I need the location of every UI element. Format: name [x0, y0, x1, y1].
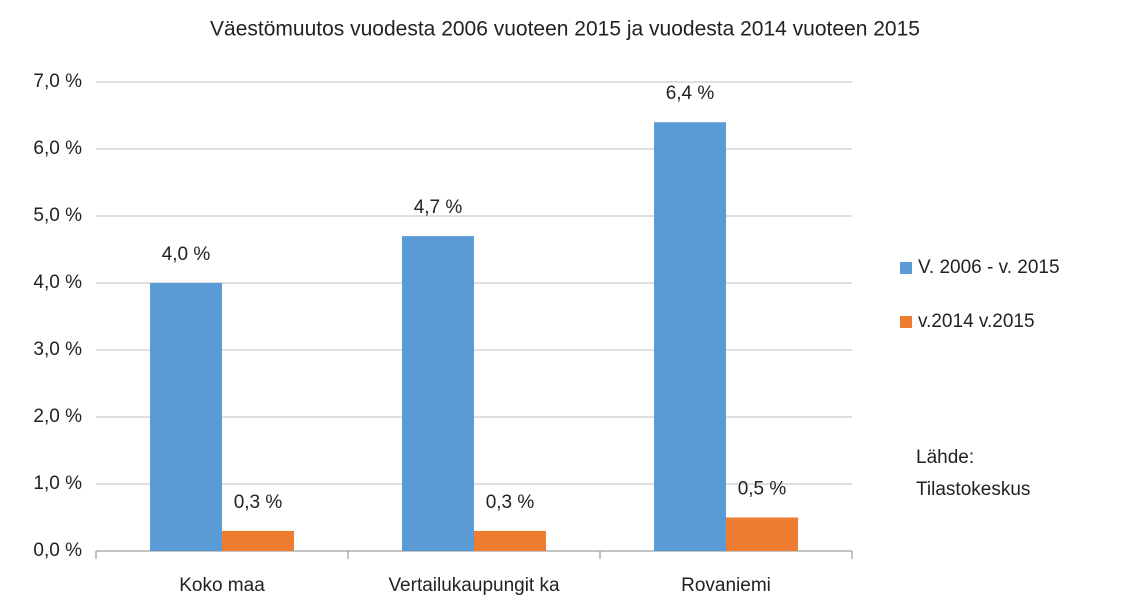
bar	[474, 530, 546, 551]
data-label: 0,3 %	[486, 492, 535, 513]
legend-label: v.2014 v.2015	[918, 311, 1035, 332]
legend-label: V. 2006 - v. 2015	[918, 257, 1060, 278]
legend-swatch	[900, 262, 912, 274]
data-label: 4,0 %	[162, 244, 211, 265]
y-tick-label: 1,0 %	[33, 473, 82, 494]
data-label: 0,5 %	[738, 479, 787, 500]
y-tick-label: 4,0 %	[33, 272, 82, 293]
y-tick-label: 6,0 %	[33, 138, 82, 159]
y-tick-label: 7,0 %	[33, 71, 82, 92]
y-tick-label: 5,0 %	[33, 205, 82, 226]
data-label: 0,3 %	[234, 492, 283, 513]
x-tick-label: Vertailukaupungit ka	[388, 575, 560, 596]
y-tick-label: 2,0 %	[33, 406, 82, 427]
data-label: 6,4 %	[666, 83, 715, 104]
y-tick-label: 3,0 %	[33, 339, 82, 360]
data-label: 4,7 %	[414, 197, 463, 218]
bar	[726, 517, 798, 551]
source-note: Lähde:	[916, 447, 974, 468]
y-tick-label: 0,0 %	[33, 540, 82, 561]
source-note: Tilastokeskus	[916, 479, 1030, 500]
x-tick-label: Rovaniemi	[681, 575, 771, 596]
bar	[150, 283, 222, 551]
x-tick-label: Koko maa	[179, 575, 265, 596]
bar	[654, 122, 726, 551]
bar	[402, 236, 474, 551]
legend-swatch	[900, 316, 912, 328]
chart-title: Väestömuutos vuodesta 2006 vuoteen 2015 …	[210, 18, 920, 41]
bar	[222, 530, 294, 551]
